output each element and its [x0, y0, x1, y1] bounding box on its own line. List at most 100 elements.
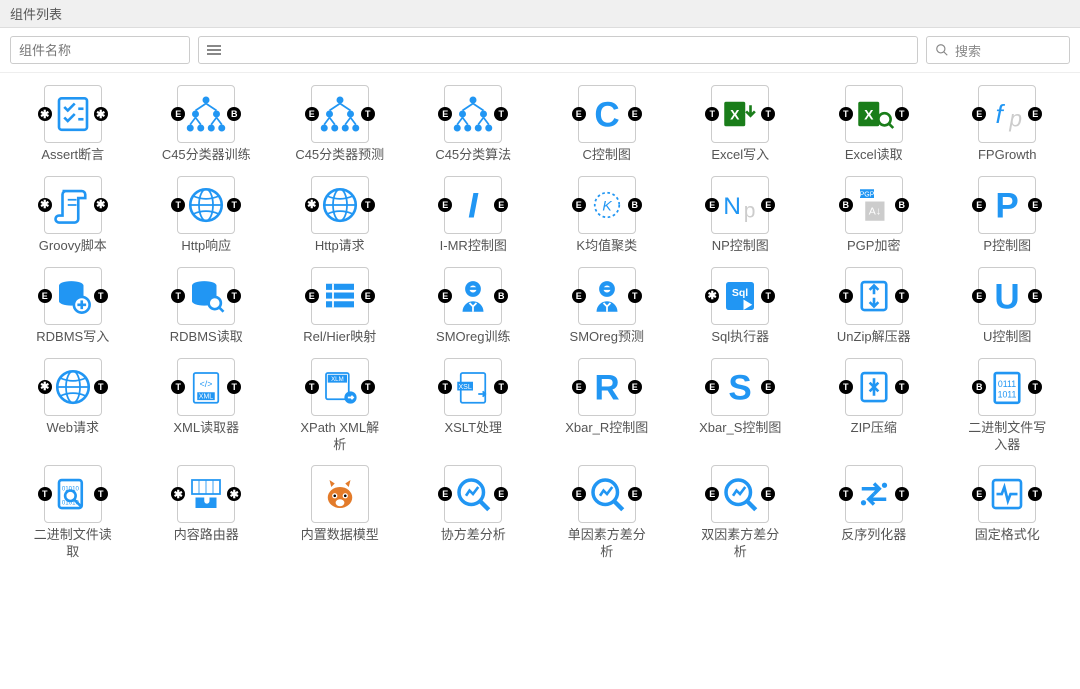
port-right[interactable]: E [761, 198, 775, 212]
port-left[interactable]: E [572, 289, 586, 303]
port-left[interactable]: ✱ [38, 380, 52, 394]
component-item[interactable]: ✱T Web请求 [10, 358, 136, 454]
component-item[interactable]: EE 单因素方差分析 [544, 465, 670, 561]
component-item[interactable]: ✱✱ Groovy脚本 [10, 176, 136, 255]
port-left[interactable]: E [972, 198, 986, 212]
port-right[interactable]: B [895, 198, 909, 212]
port-right[interactable]: B [628, 198, 642, 212]
component-item[interactable]: ET RDBMS写入 [10, 267, 136, 346]
port-left[interactable]: E [972, 487, 986, 501]
port-right[interactable]: T [895, 487, 909, 501]
component-item[interactable]: TT UnZip解压器 [811, 267, 937, 346]
component-item[interactable]: TT Http响应 [144, 176, 270, 255]
port-right[interactable]: T [1028, 380, 1042, 394]
port-right[interactable]: T [895, 380, 909, 394]
port-right[interactable]: E [1028, 289, 1042, 303]
port-right[interactable]: ✱ [94, 198, 108, 212]
component-item[interactable]: ✱✱ 内容路由器 [144, 465, 270, 561]
port-left[interactable]: ✱ [38, 198, 52, 212]
component-item[interactable]: ✱✱ Assert断言 [10, 85, 136, 164]
component-item[interactable]: EE Rel/Hier映射 [277, 267, 403, 346]
component-item[interactable]: Sql ✱T Sql执行器 [678, 267, 804, 346]
port-left[interactable]: T [171, 380, 185, 394]
component-item[interactable]: ET C45分类器预测 [277, 85, 403, 164]
component-item[interactable]: 01111011 BT 二进制文件写入器 [945, 358, 1071, 454]
port-left[interactable]: T [839, 380, 853, 394]
port-right[interactable]: T [628, 289, 642, 303]
port-left[interactable]: T [839, 107, 853, 121]
port-left[interactable]: E [38, 289, 52, 303]
port-left[interactable]: E [972, 107, 986, 121]
component-item[interactable]: S EE Xbar_S控制图 [678, 358, 804, 454]
port-right[interactable]: T [494, 380, 508, 394]
port-right[interactable]: T [227, 380, 241, 394]
port-right[interactable]: T [761, 107, 775, 121]
port-right[interactable]: ✱ [94, 107, 108, 121]
port-left[interactable]: E [705, 198, 719, 212]
port-right[interactable]: E [628, 107, 642, 121]
port-right[interactable]: T [361, 107, 375, 121]
port-left[interactable]: B [839, 198, 853, 212]
port-right[interactable]: B [494, 289, 508, 303]
component-item[interactable]: 内置数据模型 [277, 465, 403, 561]
port-left[interactable]: T [171, 198, 185, 212]
port-left[interactable]: T [438, 380, 452, 394]
component-item[interactable]: EE 协方差分析 [411, 465, 537, 561]
component-item[interactable]: EB C45分类器训练 [144, 85, 270, 164]
port-right[interactable]: T [94, 380, 108, 394]
port-left[interactable]: E [438, 198, 452, 212]
port-left[interactable]: E [572, 198, 586, 212]
port-left[interactable]: ✱ [705, 289, 719, 303]
port-left[interactable]: E [171, 107, 185, 121]
component-item[interactable]: </>XML TT XML读取器 [144, 358, 270, 454]
name-input[interactable] [10, 36, 190, 64]
component-item[interactable]: 0101001010 TT 二进制文件读取 [10, 465, 136, 561]
port-right[interactable]: E [494, 487, 508, 501]
port-left[interactable]: E [705, 380, 719, 394]
port-right[interactable]: T [94, 487, 108, 501]
component-item[interactable]: TT RDBMS读取 [144, 267, 270, 346]
port-left[interactable]: E [438, 487, 452, 501]
port-right[interactable]: T [895, 289, 909, 303]
port-left[interactable]: ✱ [305, 198, 319, 212]
port-left[interactable]: T [171, 289, 185, 303]
component-item[interactable]: XSL TT XSLT处理 [411, 358, 537, 454]
component-item[interactable]: PGPA↓ BB PGP加密 [811, 176, 937, 255]
port-right[interactable]: T [361, 380, 375, 394]
component-item[interactable]: EB SMOreg训练 [411, 267, 537, 346]
port-right[interactable]: T [361, 198, 375, 212]
port-right[interactable]: E [628, 487, 642, 501]
component-item[interactable]: X TT Excel读取 [811, 85, 937, 164]
port-right[interactable]: E [761, 487, 775, 501]
port-right[interactable]: E [628, 380, 642, 394]
port-right[interactable]: T [227, 198, 241, 212]
component-item[interactable]: fp EE FPGrowth [945, 85, 1071, 164]
port-left[interactable]: T [839, 289, 853, 303]
component-item[interactable]: ET 固定格式化 [945, 465, 1071, 561]
port-right[interactable]: E [494, 198, 508, 212]
port-right[interactable]: T [94, 289, 108, 303]
port-left[interactable]: E [305, 289, 319, 303]
port-left[interactable]: T [839, 487, 853, 501]
port-right[interactable]: E [1028, 198, 1042, 212]
port-right[interactable]: T [1028, 487, 1042, 501]
category-dropdown[interactable] [198, 36, 918, 64]
search-box[interactable]: 搜索 [926, 36, 1070, 64]
component-item[interactable]: R EE Xbar_R控制图 [544, 358, 670, 454]
component-item[interactable]: X TT Excel写入 [678, 85, 804, 164]
component-item[interactable]: TT ZIP压缩 [811, 358, 937, 454]
port-right[interactable]: ✱ [227, 487, 241, 501]
port-left[interactable]: ✱ [38, 107, 52, 121]
port-left[interactable]: ✱ [171, 487, 185, 501]
port-left[interactable]: E [438, 107, 452, 121]
port-left[interactable]: E [305, 107, 319, 121]
port-right[interactable]: T [494, 107, 508, 121]
port-left[interactable]: T [705, 107, 719, 121]
port-right[interactable]: E [361, 289, 375, 303]
port-left[interactable]: E [572, 107, 586, 121]
component-item[interactable]: XLM TT XPath XML解析 [277, 358, 403, 454]
port-right[interactable]: T [761, 289, 775, 303]
component-item[interactable]: U EE U控制图 [945, 267, 1071, 346]
component-item[interactable]: I EE I-MR控制图 [411, 176, 537, 255]
component-item[interactable]: EE 双因素方差分析 [678, 465, 804, 561]
